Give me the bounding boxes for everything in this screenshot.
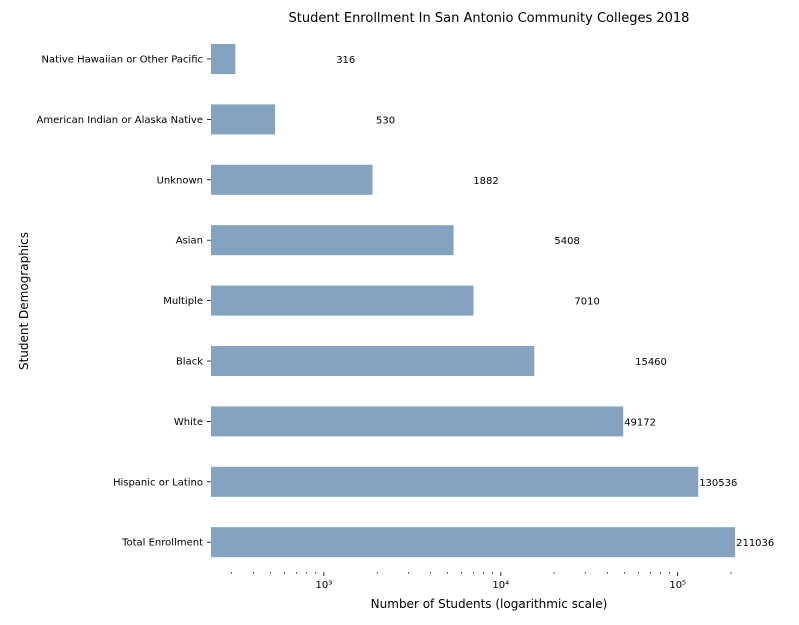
category-label: Black	[176, 357, 203, 368]
category-label: Hispanic or Latino	[113, 477, 203, 488]
x-tick-label: 10³	[316, 580, 333, 591]
value-label: 530	[376, 115, 395, 126]
x-axis-label: Number of Students (logarithmic scale)	[371, 597, 608, 611]
bar	[211, 285, 474, 316]
bar	[211, 346, 535, 376]
category-label: Asian	[176, 236, 203, 247]
bar	[211, 44, 236, 74]
value-label: 1882	[473, 176, 498, 187]
category-label: White	[174, 417, 203, 428]
category-label: American Indian or Alaska Native	[37, 115, 204, 126]
value-label: 15460	[635, 357, 667, 368]
bars-layer: Native Hawaiian or Other Pacific 316 Ameri…	[37, 44, 774, 558]
bar	[211, 225, 454, 256]
chart-title: Student Enrollment In San Antonio Commun…	[289, 11, 690, 26]
category-label: Total Enrollment	[121, 538, 203, 549]
bar	[211, 527, 736, 558]
value-label: 211036	[736, 538, 774, 549]
category-label: Unknown	[157, 175, 203, 186]
value-label: 49172	[624, 417, 656, 428]
bar	[211, 164, 373, 195]
value-label: 316	[336, 55, 355, 66]
category-label: Native Hawaiian or Other Pacific	[42, 55, 203, 66]
value-label: 5408	[554, 236, 579, 247]
y-axis-label: Student Demographics	[17, 232, 31, 370]
x-tick-label: 10⁴	[492, 580, 509, 591]
bar	[211, 406, 624, 437]
category-label: Multiple	[163, 296, 203, 307]
bar	[211, 104, 276, 135]
bar	[211, 466, 699, 497]
x-axis: 10³ 10⁴ 10⁵	[231, 572, 732, 591]
value-label: 130536	[699, 478, 737, 489]
x-tick-label: 10⁵	[669, 580, 686, 591]
value-label: 7010	[574, 297, 599, 308]
